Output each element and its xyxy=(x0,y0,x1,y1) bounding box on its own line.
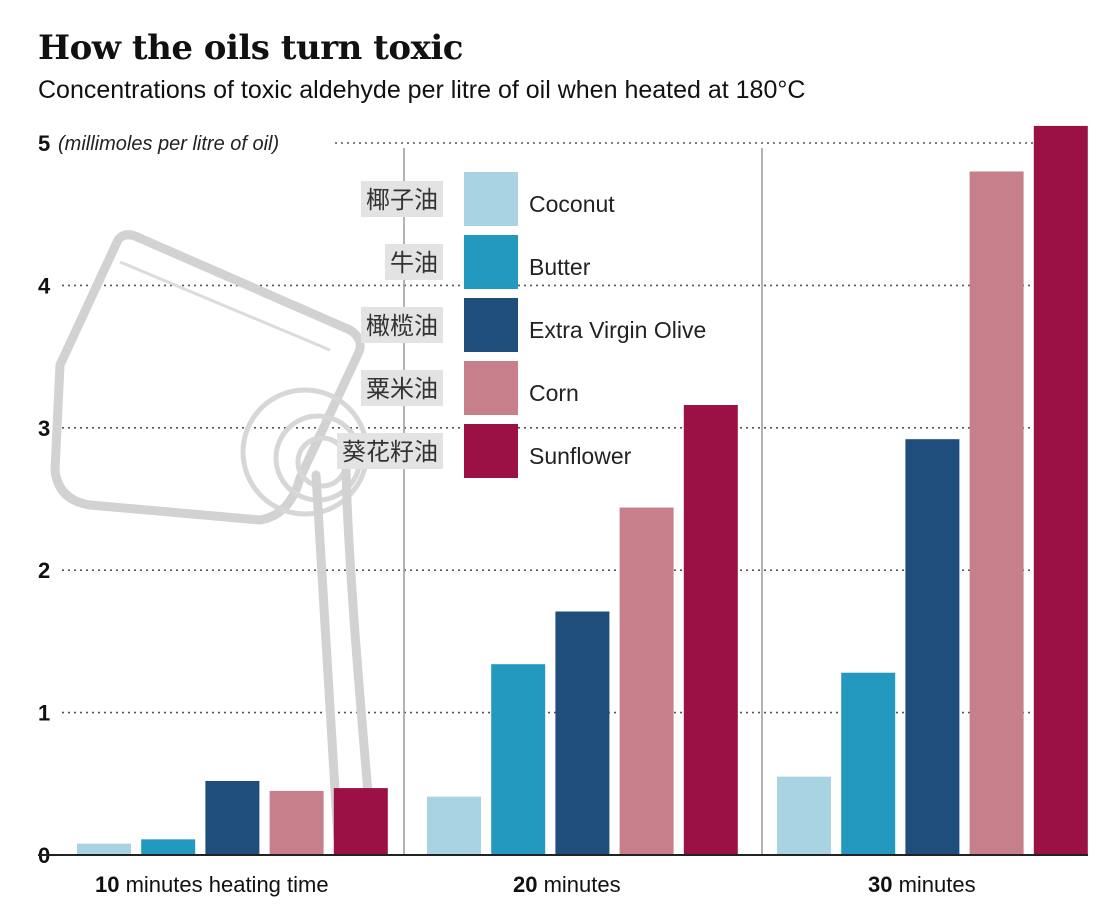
bar-corn-20min xyxy=(619,507,674,855)
legend-zh-highlight xyxy=(337,433,443,469)
y-axis-unit-label: (millimoles per litre of oil) xyxy=(58,133,279,155)
bars xyxy=(77,125,1088,856)
legend-swatch xyxy=(464,298,518,352)
chart-subtitle: Concentrations of toxic aldehyde per lit… xyxy=(38,76,806,104)
y-tick-label-1: 1 xyxy=(38,701,50,726)
legend-zh-highlight xyxy=(361,181,443,217)
bar-butter-30min xyxy=(841,672,896,855)
y-tick-label-3: 3 xyxy=(38,416,50,441)
legend-zh-label: 粟米油 xyxy=(366,375,438,403)
bar-sunflower-20min xyxy=(683,405,738,855)
legend-swatch xyxy=(464,235,518,289)
bar-extra-virgin-olive-20min xyxy=(555,611,610,855)
bar-butter-10min xyxy=(141,839,196,855)
legend-item-corn: 粟米油 Corn xyxy=(361,361,579,415)
bar-coconut-20min xyxy=(427,796,481,855)
bar-corn-10min xyxy=(269,790,324,855)
legend-label: Extra Virgin Olive xyxy=(529,317,706,343)
legend-swatch xyxy=(464,361,518,415)
legend-label: Corn xyxy=(529,380,579,406)
bar-sunflower-30min xyxy=(1033,125,1088,856)
legend-swatch xyxy=(464,172,518,226)
legend-zh-label: 牛油 xyxy=(390,249,438,277)
bar-butter-20min xyxy=(491,664,546,855)
bar-extra-virgin-olive-10min xyxy=(205,780,260,855)
legend-item-coconut: 椰子油 Coconut xyxy=(361,172,615,226)
chart-title: How the oils turn toxic xyxy=(38,28,463,68)
legend-item-sunflower: 葵花籽油 Sunflower xyxy=(337,424,632,478)
legend-zh-highlight xyxy=(361,370,443,406)
x-tick-label-10min: 10 minutes heating time xyxy=(95,872,329,897)
legend: 椰子油 Coconut 牛油 Butter 橄榄油 Extra Virgin Olive 粟… xyxy=(337,172,706,478)
bar-coconut-10min xyxy=(77,843,131,855)
legend-zh-label: 椰子油 xyxy=(366,186,438,214)
legend-zh-label: 橄榄油 xyxy=(366,312,438,340)
legend-label: Sunflower xyxy=(529,443,632,469)
legend-label: Coconut xyxy=(529,191,615,217)
x-tick-label-20min: 20 minutes xyxy=(513,872,621,897)
legend-swatch xyxy=(464,424,518,478)
bar-extra-virgin-olive-30min xyxy=(905,439,960,855)
x-axis: 10 minutes heating time 20 minutes 30 minu… xyxy=(38,854,1088,897)
legend-item-butter: 牛油 Butter xyxy=(385,235,591,289)
legend-zh-highlight xyxy=(361,307,443,343)
bar-corn-30min xyxy=(969,171,1024,856)
legend-item-extra-virgin-olive: 橄榄油 Extra Virgin Olive xyxy=(361,298,706,352)
legend-zh-highlight xyxy=(385,244,443,280)
x-tick-label-30min: 30 minutes xyxy=(868,872,976,897)
pouring-oil-bottle-icon xyxy=(50,230,377,845)
y-tick-label-5: 5 xyxy=(38,131,50,156)
legend-label: Butter xyxy=(529,254,591,280)
bar-coconut-30min xyxy=(777,776,831,855)
y-tick-label-2: 2 xyxy=(38,558,50,583)
y-tick-label-4: 4 xyxy=(38,273,51,298)
bar-sunflower-10min xyxy=(333,788,388,855)
legend-zh-label: 葵花籽油 xyxy=(342,438,438,466)
